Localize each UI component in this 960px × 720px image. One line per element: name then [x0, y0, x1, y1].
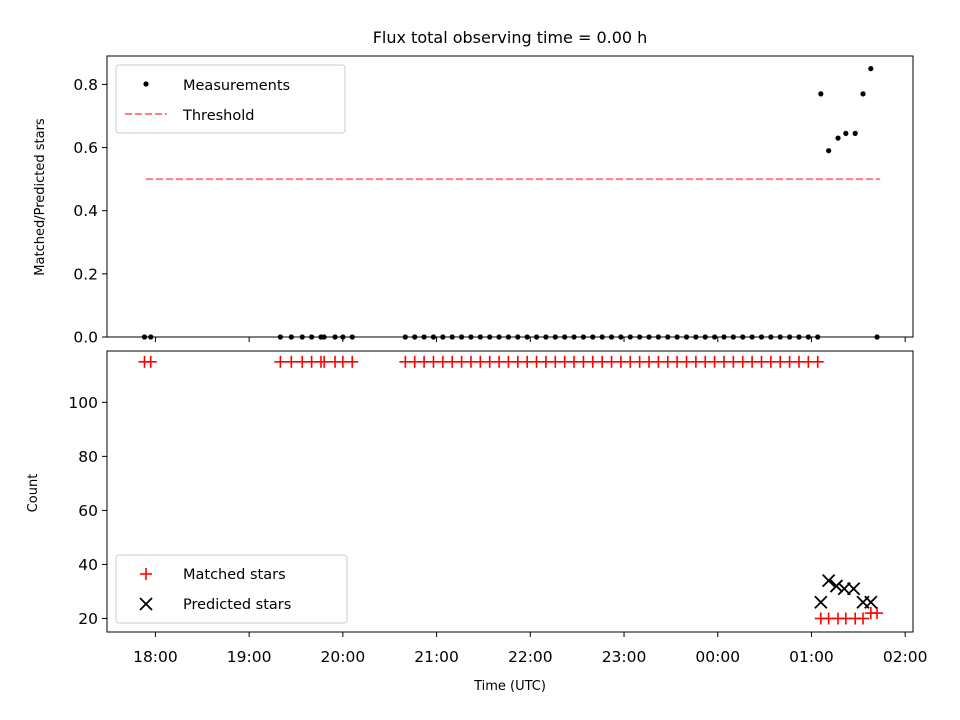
- top-legend-box: [115, 64, 346, 134]
- bottom-legend-box: [115, 554, 348, 624]
- measurement-point: [843, 130, 849, 136]
- top-ytick-tick-label: 0.8: [73, 76, 98, 94]
- bottom-ytick-tick-label: 20: [78, 610, 98, 628]
- predicted-star-marker: [814, 595, 828, 609]
- predicted-star-marker: [822, 574, 836, 588]
- top-ytick-tick-label: 0.0: [73, 329, 98, 347]
- legend-predicted-label: Predicted stars: [183, 597, 291, 613]
- top-ytick-tick-label: 0.6: [73, 139, 98, 157]
- bottom-xtick-label: 01:00: [789, 648, 834, 666]
- measurement-point: [818, 91, 824, 97]
- bottom-xtick-label: 20:00: [321, 648, 366, 666]
- predicted-star-marker: [847, 582, 861, 596]
- bottom-xtick-label: 21:00: [414, 648, 459, 666]
- bottom-yticks: 20 40 60 80 100: [68, 394, 107, 628]
- bottom-ytick-tick-label: 80: [78, 448, 98, 466]
- bottom-ytick-tick-label: 100: [68, 394, 98, 412]
- bottom-panel: Count Time (UTC) 20 40 60 80 100 18:00 19:00 2…: [26, 350, 928, 694]
- predicted-star-marker: [837, 582, 851, 596]
- legend-matched-label: Matched stars: [183, 567, 286, 583]
- bottom-predicted-layer: [814, 574, 878, 609]
- bottom-xtick-label: 00:00: [695, 648, 740, 666]
- legend-measurements-label: Measurements: [183, 78, 290, 94]
- legend-predicted-marker: [139, 597, 153, 611]
- measurement-point: [852, 130, 858, 136]
- bottom-xtick-label: 19:00: [227, 648, 272, 666]
- matched-star-marker: [346, 355, 359, 368]
- top-axes-frame: [106, 55, 914, 338]
- top-panel: Flux total observing time = 0.00 h Match…: [33, 28, 914, 347]
- top-title: Flux total observing time = 0.00 h: [373, 28, 648, 47]
- legend-measurements-marker: [143, 81, 149, 87]
- bottom-ytick-tick-label: 60: [78, 502, 98, 520]
- bottom-xlabel: Time (UTC): [473, 679, 546, 694]
- matched-star-marker: [871, 607, 884, 620]
- top-ytick-tick-label: 0.4: [73, 202, 98, 220]
- matched-star-marker: [144, 355, 157, 368]
- top-ytick-tick-label: 0.2: [73, 265, 98, 283]
- matched-star-marker: [811, 355, 824, 368]
- bottom-ytick-tick-label: 40: [78, 556, 98, 574]
- bottom-xtick-label: 22:00: [508, 648, 553, 666]
- matched-star-marker: [285, 355, 298, 368]
- measurement-point: [826, 148, 832, 154]
- top-legend: Measurements Threshold: [115, 64, 346, 134]
- bottom-xtick-label: 23:00: [602, 648, 647, 666]
- top-ylabel: Matched/Predicted stars: [33, 118, 48, 276]
- bottom-xtick-label: 18:00: [133, 648, 178, 666]
- measurement-point: [868, 66, 874, 72]
- bottom-axes-frame: [106, 350, 914, 633]
- matched-star-marker: [274, 355, 287, 368]
- legend-threshold-label: Threshold: [182, 108, 254, 124]
- bottom-xtick-label: 02:00: [883, 648, 928, 666]
- matched-star-marker: [857, 612, 870, 625]
- measurement-point: [835, 135, 841, 141]
- bottom-legend: Matched stars Predicted stars: [115, 554, 348, 624]
- legend-matched-marker: [140, 568, 152, 580]
- predicted-star-marker: [829, 579, 844, 593]
- top-xticks: [154, 337, 906, 342]
- predicted-star-marker: [864, 595, 878, 609]
- bottom-xticks: 18:00 19:00 20:00 21:00 22:00 23:00 00:00 01:00…: [133, 632, 928, 666]
- bottom-ylabel: Count: [26, 474, 41, 513]
- bottom-matched-layer: [138, 355, 884, 625]
- measurement-point: [860, 91, 866, 97]
- top-yticks: 0.0 0.2 0.4 0.6 0.8: [73, 76, 107, 347]
- matched-star-marker: [318, 355, 331, 368]
